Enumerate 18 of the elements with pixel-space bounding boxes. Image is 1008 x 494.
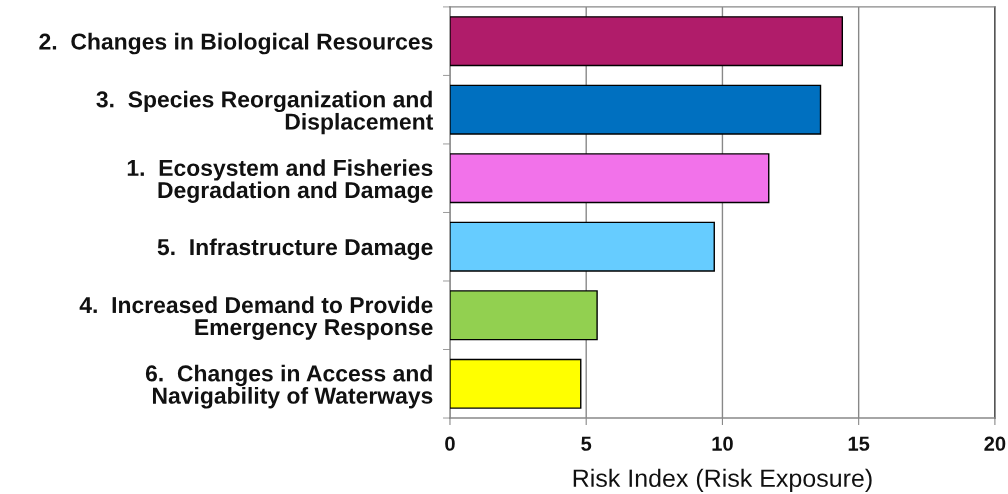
y-tick-label: 5. Infrastructure Damage [157, 238, 433, 260]
x-tick-label: 0 [445, 436, 455, 451]
bar [449, 16, 844, 67]
x-axis-title: Risk Index (Risk Exposure) [573, 468, 872, 493]
y-tick-label: 1. Ecosystem and Fisheries Degradation and Damage [127, 159, 433, 203]
bar [449, 358, 582, 409]
bar [449, 290, 598, 341]
bar [449, 153, 770, 204]
y-tick-label: 3. Species Reorganization and Displacement [96, 90, 434, 135]
y-tick-label: 6. Changes in Access and Navigability of Waterways [145, 364, 433, 409]
y-tick-label: 4. Increased Demand to Provide Emergency Response [79, 296, 433, 340]
x-tick-label: 20 [984, 436, 1006, 451]
x-tick-label: 5 [581, 436, 592, 451]
x-tick-label: 10 [712, 436, 733, 451]
bar [449, 84, 822, 135]
x-tick-label: 15 [848, 436, 870, 451]
y-tick-label: 2. Changes in Biological Resources [39, 32, 433, 55]
bar [449, 221, 715, 272]
